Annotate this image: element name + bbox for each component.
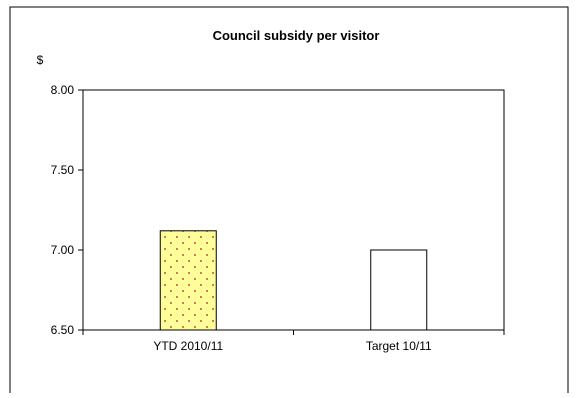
chart-title: Council subsidy per visitor — [213, 28, 380, 43]
y-tick-label: 6.50 — [51, 323, 75, 337]
y-axis: 6.50 7.00 7.50 8.00 — [51, 83, 83, 337]
y-tick-label: 8.00 — [51, 83, 75, 97]
x-axis: YTD 2010/11 Target 10/11 — [82, 330, 505, 353]
x-tick-label: Target 10/11 — [366, 339, 432, 353]
bar-ytd — [159, 230, 217, 331]
plot-area — [82, 89, 505, 331]
y-tick-label: 7.50 — [51, 163, 75, 177]
chart-area-border — [9, 6, 569, 393]
bar-target — [370, 249, 428, 331]
x-tick-label: YTD 2010/11 — [153, 339, 223, 353]
y-tick-label: 7.00 — [51, 243, 75, 257]
bars-group — [159, 230, 428, 331]
y-axis-unit-label: $ — [37, 53, 44, 67]
